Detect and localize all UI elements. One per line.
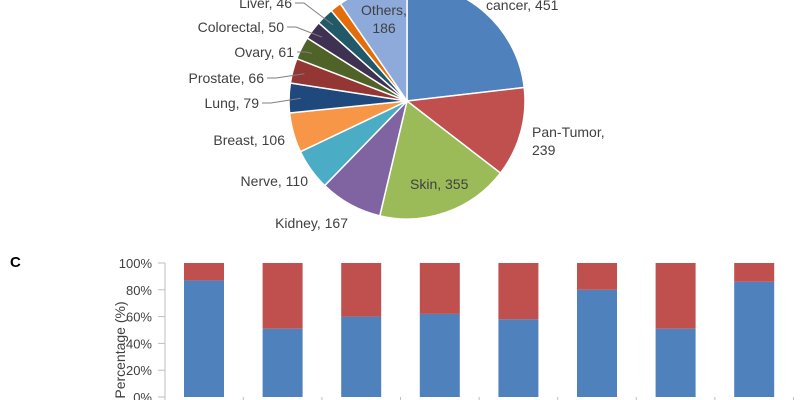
- y-tick-label: 100%: [119, 256, 153, 271]
- pie-label-liver: Liver, 46: [239, 0, 292, 11]
- y-tick-label: 60%: [126, 310, 152, 325]
- leader-line-colorectal: [287, 26, 323, 38]
- pie-label-pan-tumor: Pan-Tumor, 239: [532, 124, 605, 158]
- pie-label-cancer: cancer, 451: [486, 0, 559, 13]
- bar-segment-red-3: [341, 263, 382, 317]
- pie-label-nerve: Nerve, 110: [241, 173, 309, 189]
- pie-chart: [288, 0, 526, 220]
- bar-segment-red-6: [577, 263, 617, 290]
- bar-segment-blue-3: [341, 316, 382, 397]
- bar-segment-red-5: [498, 263, 539, 320]
- pie-label-lung: Lung, 79: [205, 95, 260, 111]
- bar-segment-blue-4: [419, 313, 460, 397]
- y-tick-label: 0%: [133, 390, 152, 400]
- stacked-bar-chart: C Percentage (%) 0% 20% 40% 60% 80% 100%: [10, 254, 794, 400]
- leader-line-liver: [295, 2, 334, 26]
- pie-labels: cancer, 451 Pan-Tumor, 239 Skin, 355 Kidney,…: [189, 0, 605, 231]
- bar-segment-blue-6: [577, 289, 617, 397]
- bar-segment-red-4: [419, 263, 460, 314]
- pie-label-ovary: Ovary, 61: [234, 44, 294, 60]
- leader-line-prostate: [267, 73, 305, 79]
- pie-label-prostate: Prostate, 66: [189, 70, 265, 86]
- pie-label-skin: Skin, 355: [410, 176, 469, 192]
- pie-slice-skin: [378, 99, 502, 220]
- y-tick-label: 80%: [126, 283, 152, 298]
- bar-segment-blue-7: [655, 328, 696, 397]
- pie-label-kidney: Kidney, 167: [275, 215, 348, 231]
- pie-slice-cancer: [406, 0, 526, 102]
- y-tick-label: 40%: [126, 336, 152, 351]
- bar-segment-blue-2: [262, 328, 303, 397]
- bar-segment-red-2: [262, 263, 303, 329]
- leader-line-lung: [262, 97, 301, 104]
- bar-segment-blue-5: [498, 319, 539, 397]
- panel-label: C: [10, 254, 21, 271]
- pie-slice-pan-tumor: [405, 86, 526, 175]
- bar-segment-red-7: [655, 263, 696, 329]
- bar-segment-red-8: [734, 263, 775, 282]
- pie-label-others: Others, 186: [361, 2, 407, 36]
- pie-label-colorectal: Colorectal, 50: [198, 19, 285, 35]
- y-tick-label: 20%: [126, 363, 152, 378]
- pie-label-breast: Breast, 106: [213, 132, 285, 148]
- leader-line-ovary: [297, 51, 313, 54]
- bar-segment-red-1: [184, 263, 224, 281]
- y-axis-label: Percentage (%): [112, 301, 128, 398]
- bar-segment-blue-1: [184, 280, 224, 397]
- bar-segment-blue-8: [734, 281, 775, 397]
- pie-slice-others: [339, 0, 408, 104]
